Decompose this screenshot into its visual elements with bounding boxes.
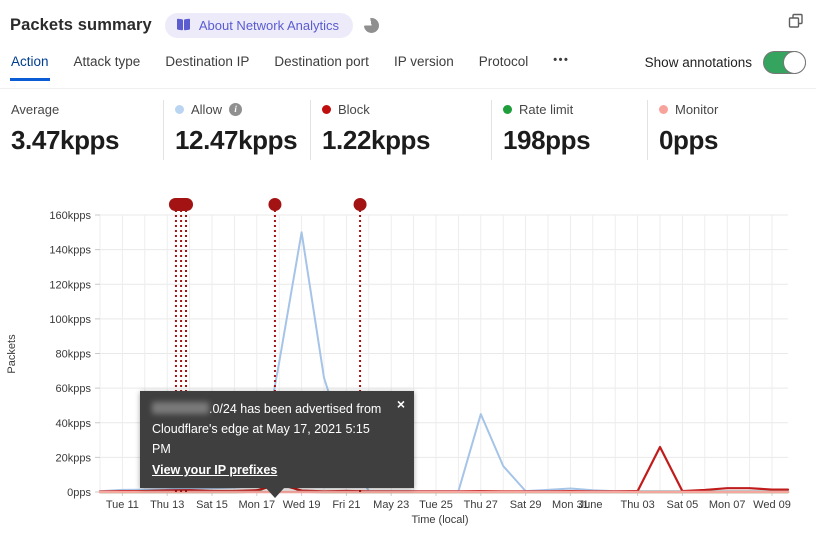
chart-canvas[interactable]: 0pps 20kpps 40kpps 60kpps 80kpps 100kpps 120kp… bbox=[0, 190, 816, 540]
x-tick-label: Wed 19 bbox=[283, 499, 321, 511]
stat-block-value: 1.22kpps bbox=[322, 125, 431, 155]
stat-average-value: 3.47kpps bbox=[11, 125, 120, 155]
x-tick-label: Thu 13 bbox=[150, 499, 184, 511]
tab-bar: Action Attack type Destination IP Destin… bbox=[0, 51, 816, 81]
y-tick-label: 40kpps bbox=[56, 418, 92, 430]
toggle-knob bbox=[783, 51, 806, 74]
x-tick-label: Sat 05 bbox=[666, 499, 698, 511]
stat-block-label: Block bbox=[338, 102, 370, 117]
stat-divider bbox=[647, 100, 648, 160]
x-tick-label: Thu 03 bbox=[620, 499, 654, 511]
stat-allow: Allow i 12.47kpps bbox=[164, 100, 310, 160]
pie-chart-icon[interactable] bbox=[364, 17, 380, 33]
annotation-marker[interactable] bbox=[353, 198, 367, 211]
x-tick-label: Mon 17 bbox=[238, 499, 275, 511]
tab-action[interactable]: Action bbox=[10, 54, 50, 81]
x-tick-label: May 23 bbox=[373, 499, 409, 511]
stat-average: Average 3.47kpps bbox=[0, 100, 163, 160]
x-tick-label: Tue 25 bbox=[419, 499, 453, 511]
stat-divider bbox=[491, 100, 492, 160]
x-axis-title: Time (local) bbox=[411, 514, 468, 526]
show-annotations-toggle[interactable] bbox=[763, 51, 806, 74]
tooltip-text-line2: Cloudflare's edge at May 17, 2021 5:15 P… bbox=[152, 422, 370, 456]
stat-monitor-label: Monitor bbox=[675, 102, 719, 117]
tab-destination-port[interactable]: Destination port bbox=[273, 54, 370, 81]
rate-limit-legend-dot bbox=[503, 105, 512, 114]
y-axis-title: Packets bbox=[6, 334, 18, 374]
annotation-marker-group[interactable] bbox=[168, 198, 194, 211]
stat-divider bbox=[163, 100, 164, 160]
x-tick-label: Sat 29 bbox=[510, 499, 542, 511]
show-annotations-label: Show annotations bbox=[644, 55, 752, 70]
y-tick-label: 80kpps bbox=[56, 349, 92, 361]
tab-ip-version[interactable]: IP version bbox=[393, 54, 455, 81]
view-ip-prefixes-link[interactable]: View your IP prefixes bbox=[152, 463, 278, 477]
x-tick-label: Sat 15 bbox=[196, 499, 228, 511]
block-legend-dot bbox=[322, 105, 331, 114]
page-header: Packets summary About Network Analytics bbox=[0, 0, 816, 38]
tab-destination-ip[interactable]: Destination IP bbox=[164, 54, 250, 81]
x-tick-label: Thu 27 bbox=[464, 499, 498, 511]
tab-protocol[interactable]: Protocol bbox=[478, 54, 530, 81]
y-tick-label: 160kpps bbox=[49, 210, 91, 222]
expand-restore-icon[interactable] bbox=[788, 13, 804, 29]
tabs-overflow-button[interactable]: ••• bbox=[552, 54, 570, 81]
about-badge-label: About Network Analytics bbox=[198, 17, 340, 33]
stat-divider bbox=[310, 100, 311, 160]
stat-block: Block 1.22kpps bbox=[311, 100, 491, 160]
page-title: Packets summary bbox=[10, 15, 152, 34]
y-tick-label: 140kpps bbox=[49, 245, 91, 257]
about-network-analytics-button[interactable]: About Network Analytics bbox=[164, 12, 354, 38]
stat-rate-limit-label: Rate limit bbox=[519, 102, 574, 117]
show-annotations-control: Show annotations bbox=[645, 51, 806, 81]
book-icon bbox=[176, 19, 191, 31]
annotation-marker[interactable] bbox=[268, 198, 282, 211]
monitor-legend-dot bbox=[659, 105, 668, 114]
allow-legend-dot bbox=[175, 105, 184, 114]
close-icon[interactable]: × bbox=[396, 396, 405, 412]
redacted-ip-prefix bbox=[152, 402, 209, 414]
stat-monitor-value: 0pps bbox=[659, 125, 719, 155]
x-tick-label: Wed 09 bbox=[753, 499, 791, 511]
y-tick-label: 20kpps bbox=[56, 452, 92, 464]
y-tick-label: 120kpps bbox=[49, 279, 91, 291]
info-icon[interactable]: i bbox=[229, 103, 243, 116]
x-tick-label: Tue 11 bbox=[106, 499, 139, 511]
tooltip-text-line1: .0/24 has been advertised from bbox=[152, 399, 390, 419]
x-tick-label: Mon 31 bbox=[552, 499, 589, 511]
stat-monitor: Monitor 0pps bbox=[648, 100, 798, 160]
summary-stats-row: Average 3.47kpps Allow i 12.47kpps Block… bbox=[0, 88, 816, 172]
stat-allow-value: 12.47kpps bbox=[175, 125, 298, 155]
y-tick-label: 60kpps bbox=[56, 383, 92, 395]
y-tick-label: 100kpps bbox=[49, 314, 91, 326]
y-tick-label: 0pps bbox=[67, 487, 91, 499]
tooltip-caret bbox=[265, 487, 285, 498]
stat-allow-label: Allow bbox=[191, 102, 223, 117]
annotation-tooltip: × .0/24 has been advertised from Cloudfl… bbox=[140, 391, 414, 498]
stat-rate-limit-value: 198pps bbox=[503, 125, 591, 155]
packets-line-chart: 0pps 20kpps 40kpps 60kpps 80kpps 100kpps 120kp… bbox=[0, 190, 816, 540]
stat-average-label: Average bbox=[11, 102, 60, 117]
stat-rate-limit: Rate limit 198pps bbox=[492, 100, 647, 160]
x-tick-label: June bbox=[579, 499, 603, 511]
tab-attack-type[interactable]: Attack type bbox=[73, 54, 142, 81]
x-tick-label: Fri 21 bbox=[332, 499, 360, 511]
x-tick-label: Mon 07 bbox=[709, 499, 746, 511]
